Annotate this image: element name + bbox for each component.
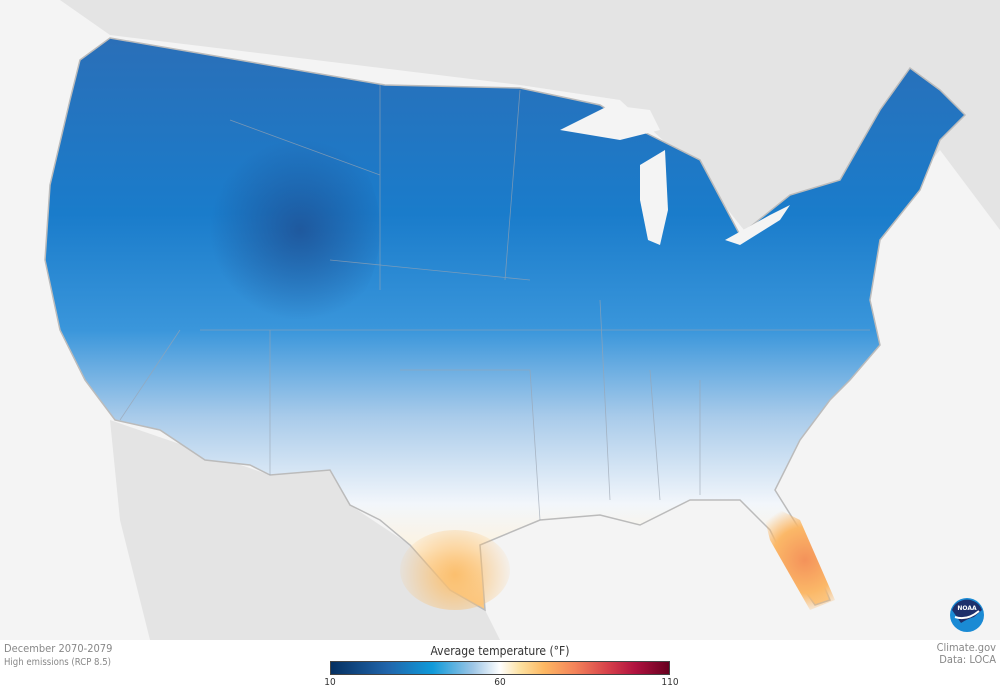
temperature-map xyxy=(0,0,1000,640)
lake-superior xyxy=(560,105,660,140)
color-legend: Average temperature (°F) 10 60 110 xyxy=(324,644,678,688)
noaa-logo: NOAA xyxy=(950,598,984,632)
lake-michigan xyxy=(640,150,668,245)
svg-text:NOAA: NOAA xyxy=(957,605,977,612)
color-scale-bar xyxy=(330,661,670,675)
legend-max: 110 xyxy=(661,677,679,688)
credit: Climate.gov xyxy=(936,641,996,654)
mexico-land xyxy=(110,420,500,640)
data-source: Data: LOCA xyxy=(939,653,996,666)
time-period: December 2070-2079 xyxy=(4,642,113,655)
legend-min: 10 xyxy=(324,677,336,688)
legend-mid: 60 xyxy=(494,677,506,688)
canada-land xyxy=(0,0,1000,250)
rockies-cold xyxy=(200,120,380,340)
florida-warm xyxy=(760,500,835,610)
texas-warm xyxy=(400,530,510,610)
footer: December 2070-2079 High emissions (RCP 8… xyxy=(0,640,1000,690)
lake-erie xyxy=(725,205,790,245)
emissions-scenario: High emissions (RCP 8.5) xyxy=(4,657,111,668)
state-borders xyxy=(119,85,870,521)
legend-title: Average temperature (°F) xyxy=(430,644,570,658)
